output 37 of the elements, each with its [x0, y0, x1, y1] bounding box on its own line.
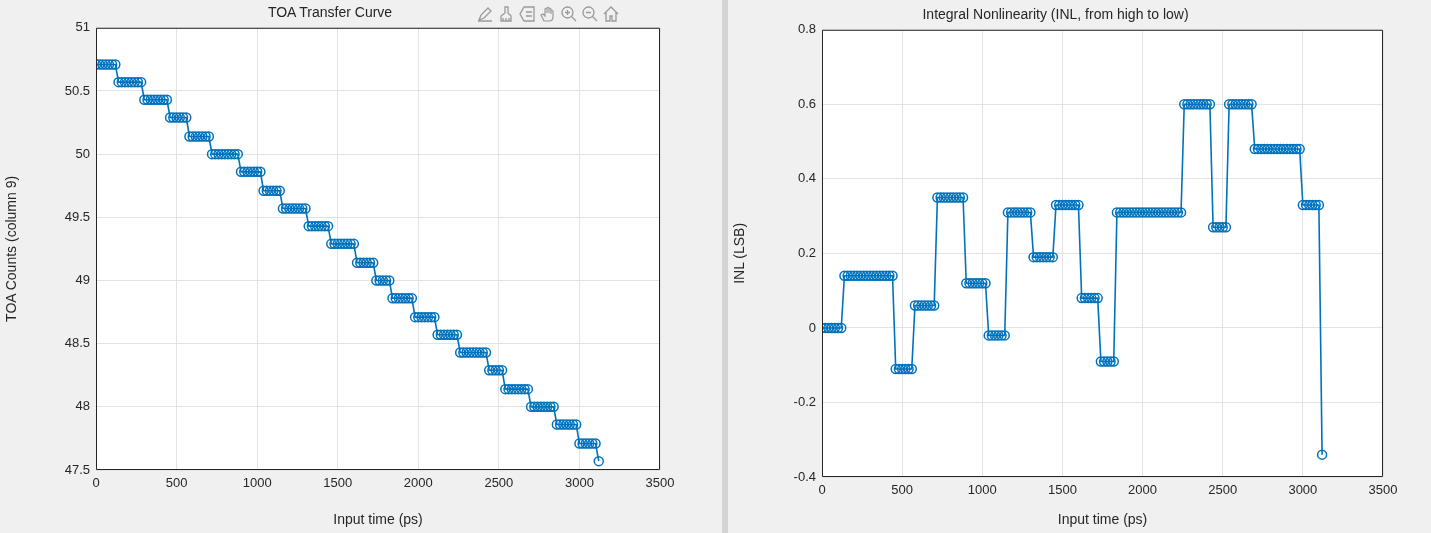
y-axis-title: TOA Counts (column 9) — [3, 175, 20, 322]
x-tick-label: 1500 — [1047, 482, 1077, 498]
y-tick-label: 49 — [75, 272, 90, 288]
x-tick-label: 2500 — [1208, 482, 1238, 498]
x-tick-label: 1500 — [323, 475, 353, 491]
y-tick-label: 50.5 — [64, 82, 90, 98]
y-tick-label: 0 — [808, 319, 816, 335]
x-tick-label: 3500 — [645, 475, 675, 491]
y-tick-label: 48 — [75, 398, 90, 414]
y-tick-label: 0.6 — [797, 95, 816, 111]
x-axis-title: Input time (ps) — [1057, 511, 1148, 528]
y-tick-label: -0.4 — [793, 468, 816, 484]
x-tick-label: 2500 — [484, 475, 514, 491]
y-tick-label: 0.2 — [797, 244, 816, 260]
y-axis-title: INL (LSB) — [731, 222, 748, 284]
x-tick-label: 1000 — [242, 475, 272, 491]
x-tick-label: 0 — [818, 482, 826, 498]
y-tick-label: 51 — [75, 19, 90, 35]
y-tick-label: 0.8 — [797, 21, 816, 37]
x-tick-label: 500 — [165, 475, 188, 491]
x-tick-label: 500 — [891, 482, 913, 498]
y-tick-label: 0.4 — [797, 170, 816, 186]
chart-title: Integral Nonlinearity (INL, from high to low) — [922, 6, 1189, 23]
y-tick-label: -0.2 — [793, 394, 816, 410]
x-tick-label: 2000 — [1128, 482, 1158, 498]
y-tick-label: 50 — [75, 145, 90, 161]
x-tick-label: 0 — [92, 475, 100, 491]
x-tick-label: 3000 — [1288, 482, 1318, 498]
y-tick-label: 47.5 — [64, 461, 90, 477]
x-tick-label: 2000 — [403, 475, 433, 491]
x-tick-label: 1000 — [967, 482, 997, 498]
x-tick-label: 3500 — [1368, 482, 1398, 498]
y-tick-label: 48.5 — [64, 335, 90, 351]
x-tick-label: 3000 — [564, 475, 594, 491]
chart-title: TOA Transfer Curve — [267, 4, 393, 21]
x-axis-title: Input time (ps) — [333, 511, 423, 528]
y-tick-label: 49.5 — [64, 208, 90, 224]
